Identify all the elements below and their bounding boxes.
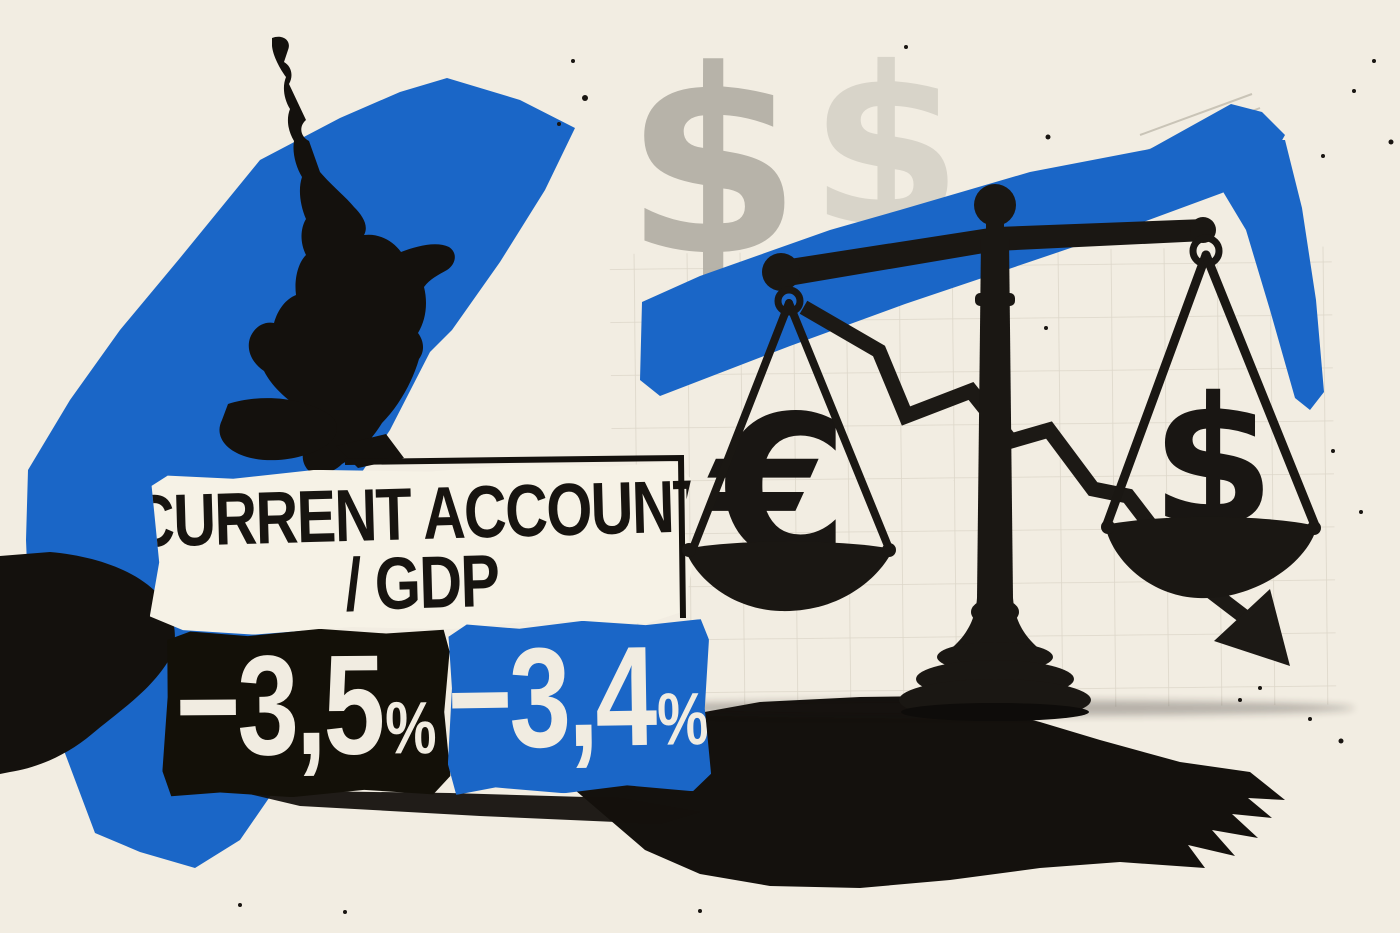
pole-shaft	[977, 238, 1013, 598]
left-pan-ring	[882, 543, 896, 557]
chart-frame-doodle	[344, 454, 686, 619]
balance-scale-illustration: € $	[682, 184, 1321, 721]
right-pan-ring	[1101, 520, 1115, 534]
new-zealand-north-island-map	[248, 36, 455, 474]
pole-collar	[975, 293, 1015, 306]
blue-brush-wedge	[1222, 140, 1324, 410]
base-rim-shadow	[901, 703, 1089, 721]
left-pan-strings	[688, 299, 894, 555]
black-brush-stroke-bottom	[555, 696, 1285, 888]
arrowhead	[1214, 589, 1290, 666]
scale-beam	[783, 219, 1205, 287]
south-island-fragment	[0, 552, 175, 774]
left-pan-ring	[682, 543, 696, 557]
black-brush-streak-under-panels	[232, 790, 700, 824]
right-pan-strings	[1101, 250, 1321, 533]
right-scale-pan	[1105, 516, 1317, 599]
map-fragment-west	[219, 398, 337, 461]
left-scale-pan	[685, 541, 893, 612]
pole-neck	[986, 222, 1004, 238]
right-pan-ring	[1307, 521, 1321, 535]
pole-finial-ball	[974, 184, 1016, 226]
base-skirt	[944, 598, 1046, 654]
beam-left-knob	[762, 253, 800, 291]
